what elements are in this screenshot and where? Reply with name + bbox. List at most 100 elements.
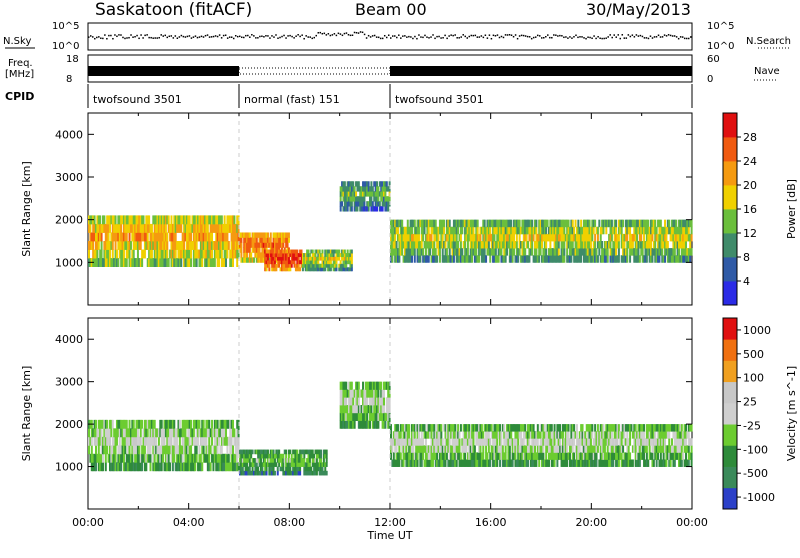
heatmap-cell	[552, 445, 555, 453]
heatmap-cell	[617, 452, 620, 460]
noise-point	[408, 35, 410, 38]
heatmap-cell	[568, 248, 571, 256]
heatmap-cell	[304, 267, 307, 272]
heatmap-cell	[108, 223, 111, 233]
heatmap-cell	[584, 219, 587, 228]
heatmap-cell	[420, 424, 423, 432]
heatmap-cell	[162, 428, 165, 438]
heatmap-cell	[451, 438, 454, 446]
heatmap-cell	[528, 452, 531, 460]
heatmap-cell	[546, 219, 549, 228]
heatmap-cell	[651, 255, 654, 263]
heatmap-cell	[466, 248, 469, 256]
heatmap-cell	[539, 438, 542, 446]
heatmap-cell	[563, 226, 566, 235]
heatmap-cell	[132, 241, 135, 250]
heatmap-cell	[545, 445, 548, 453]
noise-point	[228, 36, 231, 38]
heatmap-cell	[575, 452, 578, 460]
heatmap-cell	[486, 241, 489, 249]
freq-label-2: [MHz]	[5, 69, 34, 80]
heatmap-cell	[371, 201, 374, 207]
heatmap-cell	[369, 389, 372, 398]
heatmap-cell	[185, 419, 188, 429]
heatmap-cell	[612, 248, 615, 256]
heatmap-cell	[531, 445, 534, 453]
heatmap-cell	[273, 462, 276, 467]
heatmap-cell	[307, 462, 310, 467]
colorbar-tick-label: 4	[743, 275, 750, 288]
heatmap-cell	[223, 232, 226, 242]
heatmap-cell	[374, 206, 377, 212]
heatmap-cell	[262, 242, 265, 248]
heatmap-cell	[300, 453, 303, 459]
heatmap-cell	[661, 438, 664, 446]
heatmap-cell	[458, 431, 461, 439]
noise-point	[530, 37, 533, 40]
heatmap-cell	[311, 263, 314, 268]
heatmap-cell	[518, 431, 521, 439]
heatmap-cell	[285, 249, 288, 254]
heatmap-cell	[353, 206, 356, 212]
heatmap-cell	[183, 462, 186, 472]
heatmap-cell	[346, 206, 349, 212]
heatmap-cell	[527, 445, 530, 453]
heatmap-cell	[204, 215, 207, 225]
heatmap-cell	[641, 248, 644, 256]
heatmap-cell	[329, 253, 332, 258]
heatmap-cell	[192, 249, 195, 259]
heatmap-cell	[198, 258, 201, 267]
heatmap-cell	[338, 256, 341, 261]
heatmap-cell	[226, 453, 229, 463]
heatmap-cell	[535, 431, 538, 439]
heatmap-cell	[250, 242, 253, 248]
heatmap-cell	[390, 438, 392, 446]
heatmap-cell	[216, 232, 219, 242]
heatmap-cell	[547, 233, 550, 242]
heatmap-cell	[285, 260, 288, 265]
heatmap-cell	[177, 258, 180, 267]
heatmap-cell	[415, 445, 418, 453]
heatmap-cell	[213, 249, 216, 259]
heatmap-cell	[672, 226, 675, 235]
heatmap-cell	[92, 223, 95, 233]
heatmap-cell	[568, 233, 571, 242]
heatmap-cell	[609, 452, 612, 460]
heatmap-cell	[163, 241, 166, 250]
heatmap-cell	[573, 438, 576, 446]
heatmap-cell	[187, 445, 190, 455]
noise-point	[243, 36, 245, 39]
heatmap-cell	[240, 462, 243, 467]
heatmap-cell	[195, 249, 198, 259]
heatmap-cell	[668, 424, 671, 432]
heatmap-cell	[89, 223, 92, 233]
heatmap-cell	[348, 256, 351, 261]
heatmap-cell	[261, 453, 264, 459]
heatmap-cell	[406, 248, 409, 256]
heatmap-cell	[402, 445, 405, 453]
heatmap-cell	[567, 255, 570, 263]
heatmap-cell	[381, 389, 384, 398]
heatmap-cell	[398, 241, 401, 249]
heatmap-cell	[466, 431, 469, 439]
heatmap-cell	[359, 186, 362, 192]
heatmap-cell	[178, 445, 181, 455]
heatmap-cell	[678, 424, 681, 432]
heatmap-cell	[324, 462, 327, 467]
heatmap-cell	[314, 470, 317, 476]
heatmap-cell	[634, 255, 637, 263]
heatmap-cell	[567, 219, 570, 228]
heatmap-cell	[413, 431, 416, 439]
heatmap-cell	[580, 248, 583, 256]
heatmap-cell	[459, 452, 462, 460]
heatmap-cell	[220, 436, 223, 446]
heatmap-cell	[543, 431, 546, 439]
heatmap-cell	[204, 258, 207, 267]
noise-point	[134, 35, 136, 38]
heatmap-cell	[630, 233, 633, 242]
heatmap-cell	[125, 223, 128, 233]
heatmap-cell	[350, 420, 353, 429]
heatmap-cell	[535, 248, 538, 256]
noise-point	[303, 37, 305, 40]
